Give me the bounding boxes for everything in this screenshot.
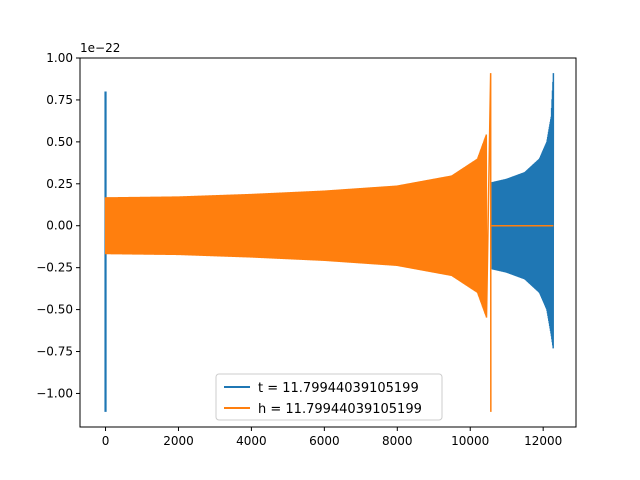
x-tick-label: 0 xyxy=(102,434,110,448)
series-t-oscillation xyxy=(491,73,555,349)
y-scale-label: 1e−22 xyxy=(80,41,120,55)
y-tick-label: 0.25 xyxy=(46,177,73,191)
plot-area xyxy=(104,73,555,412)
x-tick-label: 8000 xyxy=(382,434,413,448)
axes: 0 2000 4000 6000 8000 10000 12000 −1.00 −0.75 −0.… xyxy=(36,51,577,448)
axes-frame xyxy=(79,57,577,428)
legend: t = 11.79944039105199 h = 11.799440391051… xyxy=(215,373,443,421)
series-line-h xyxy=(104,73,554,412)
y-tick-label: 0.00 xyxy=(46,219,73,233)
y-tick-label: −0.50 xyxy=(36,303,73,317)
x-tick-label: 6000 xyxy=(309,434,340,448)
y-tick-label: −0.25 xyxy=(36,261,73,275)
x-tick-label: 10000 xyxy=(451,434,489,448)
series-h-oscillation xyxy=(104,73,492,412)
x-tick-label: 4000 xyxy=(236,434,267,448)
x-tick-label: 12000 xyxy=(524,434,562,448)
legend-label: t = 11.79944039105199 xyxy=(258,381,419,396)
y-tick-label: 0.75 xyxy=(46,93,73,107)
x-tick-label: 2000 xyxy=(163,434,194,448)
y-tick-label: 0.50 xyxy=(46,135,73,149)
y-tick-label: 1.00 xyxy=(46,51,73,65)
y-tick-label: −0.75 xyxy=(36,345,73,359)
y-tick-label: −1.00 xyxy=(36,386,73,400)
legend-label: h = 11.79944039105199 xyxy=(258,402,422,417)
legend-box xyxy=(215,373,443,421)
